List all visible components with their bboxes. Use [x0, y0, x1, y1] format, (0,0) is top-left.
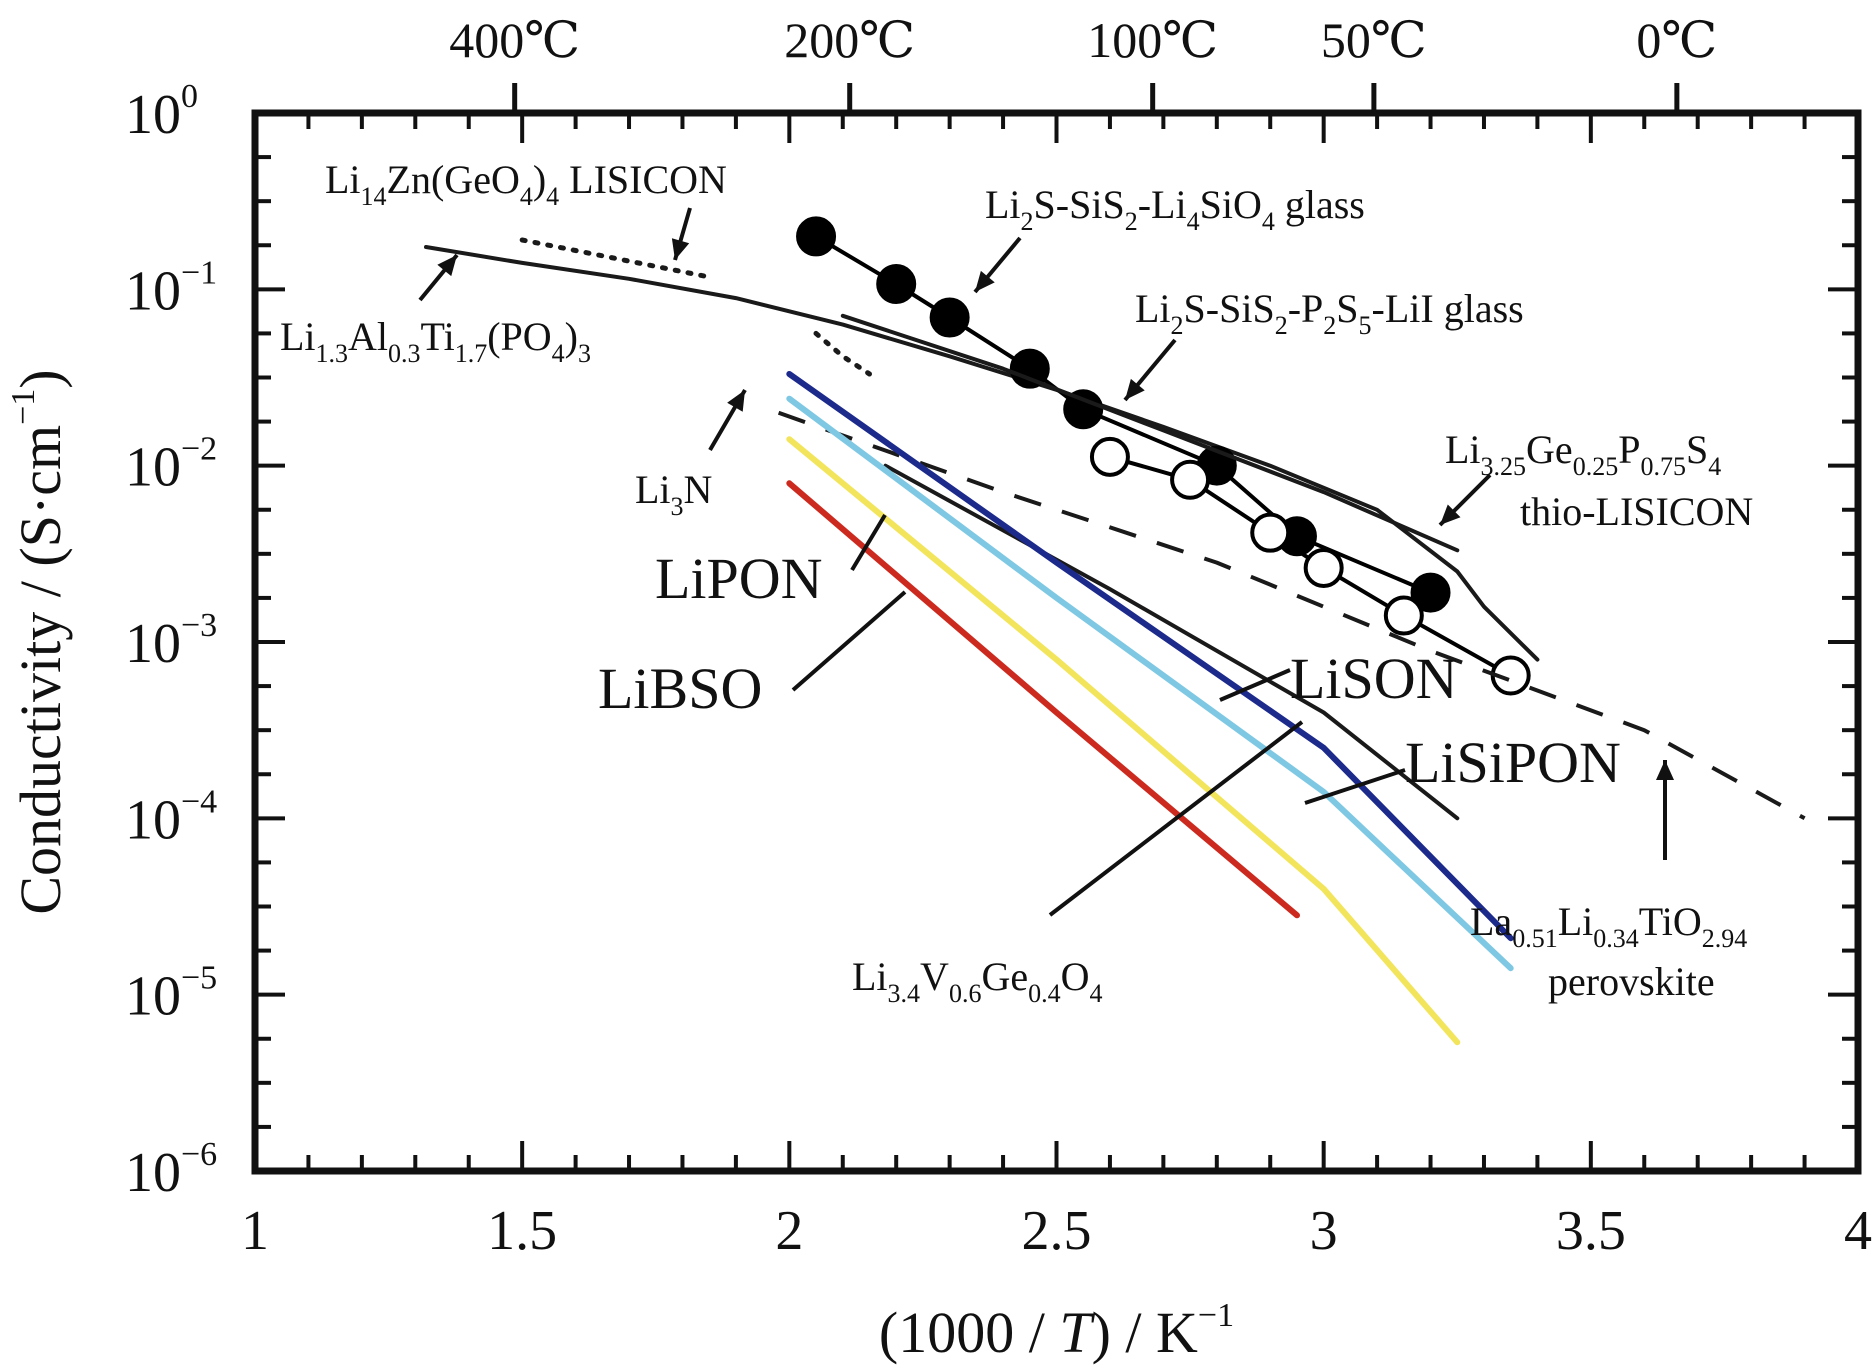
- data-point-li2s_sis2_li4sio4: [929, 297, 970, 338]
- arrow-li2s-lii-head: [1125, 378, 1145, 400]
- y-tick-label: 100: [125, 78, 198, 146]
- annotation-a_libso: LiBSO: [598, 656, 762, 721]
- arrow-li2s-li4sio4-head: [975, 270, 995, 292]
- annotation-a_thio: Li3.25Ge0.25P0.75S4: [1445, 427, 1721, 481]
- series-line-li3n: [813, 330, 872, 377]
- annotation-a_li2s_li4sio4: Li2S-SiS2-Li4SiO4 glass: [985, 182, 1365, 236]
- data-point-li2s_sis2_p2s5_lii: [1089, 436, 1130, 477]
- series-line-lisipon_black: [883, 463, 1460, 821]
- annotation-a_lvgo: Li3.4V0.6Ge0.4O4: [852, 954, 1102, 1008]
- axis-titles: (1000 / T) / K−1 Conductivity / (S·cm−1): [5, 369, 1234, 1365]
- x-tick-label: 3: [1310, 1200, 1338, 1262]
- top-axis-label: 0℃: [1636, 12, 1717, 68]
- annotation-a_lison: LiSON: [1290, 646, 1458, 711]
- y-tick-label: 10−3: [125, 607, 217, 675]
- top-axis-label: 100℃: [1087, 12, 1218, 68]
- leader-lipon: [850, 513, 887, 572]
- annotation-a_thio2: thio-LISICON: [1520, 489, 1753, 534]
- data-point-li2s_sis2_li4sio4: [1063, 389, 1104, 430]
- annotation-a_lipon: LiPON: [655, 546, 823, 611]
- top-axis-label: 400℃: [449, 12, 580, 68]
- arrow-latp-head: [437, 255, 457, 277]
- annotations: Li14Zn(GeO4)4 LISICON Li1.3Al0.3Ti1.7(PO4…: [280, 157, 1753, 1008]
- x-tick-label: 2: [775, 1200, 803, 1262]
- annotation-a_lisicon: Li14Zn(GeO4)4 LISICON: [325, 157, 727, 211]
- series-line-lipon_yellow: [786, 436, 1461, 1046]
- x-tick-label: 1: [241, 1200, 269, 1262]
- series-layer: [424, 216, 1806, 1046]
- leader-lisipon: [1304, 768, 1406, 805]
- data-point-li2s_sis2_li4sio4: [1009, 348, 1050, 389]
- series-line-libso_red: [786, 480, 1300, 919]
- series-line-perovskite: [777, 410, 1806, 821]
- arrow-thio-head: [1440, 504, 1461, 525]
- data-point-li2s_sis2_p2s5_lii: [1303, 547, 1344, 588]
- data-point-li2s_sis2_li4sio4: [796, 216, 837, 257]
- x-tick-label: 2.5: [1022, 1200, 1092, 1262]
- y-tick-label: 10−2: [125, 431, 217, 499]
- annotation-a_lisipon: LiSiPON: [1405, 730, 1621, 795]
- arrow-llto-head: [1656, 760, 1674, 780]
- leader-lvgo: [1048, 720, 1304, 917]
- axis-labels: 1 1.5 2 2.5 3 3.5 4 100 10−1 10−2 10−3 10−4 10−5 10−6…: [125, 12, 1872, 1262]
- y-axis-title: Conductivity / (S·cm−1): [5, 369, 73, 914]
- y-tick-label: 10−1: [125, 254, 217, 322]
- top-axis-label: 50℃: [1321, 12, 1427, 68]
- arrow-lisicon-head: [671, 238, 690, 260]
- y-tick-label: 10−5: [125, 960, 217, 1028]
- annotation-a_latp: Li1.3Al0.3Ti1.7(PO4)3: [280, 314, 591, 368]
- y-tick-label: 10−4: [125, 783, 217, 851]
- series-line-thio_lisicon: [840, 313, 1460, 553]
- data-point-li2s_sis2_p2s5_lii: [1170, 459, 1211, 500]
- x-tick-label: 3.5: [1556, 1200, 1626, 1262]
- arrow-li3n-head: [727, 390, 745, 412]
- x-tick-label: 1.5: [487, 1200, 557, 1262]
- top-axis-label: 200℃: [784, 12, 915, 68]
- annotation-a_llto: La0.51Li0.34TiO2.94: [1470, 899, 1747, 953]
- leader-libso: [791, 590, 907, 692]
- annotation-a_llto2: perovskite: [1548, 959, 1715, 1004]
- x-axis-title: (1000 / T) / K−1: [879, 1297, 1234, 1365]
- annotation-a_li2s_lii: Li2S-SiS2-P2S5-LiI glass: [1135, 286, 1524, 340]
- leader-lison: [1219, 668, 1291, 702]
- plot-frame: [251, 109, 1862, 1175]
- minor-ticks: [253, 111, 1860, 1173]
- x-tick-label: 4: [1844, 1200, 1872, 1262]
- data-point-li2s_sis2_li4sio4: [876, 264, 917, 305]
- data-point-li2s_sis2_p2s5_lii: [1250, 512, 1291, 553]
- y-tick-label: 10−6: [125, 1136, 217, 1204]
- data-point-li2s_sis2_p2s5_lii: [1383, 595, 1424, 636]
- series-line-lison_blue: [786, 371, 1514, 942]
- annotation-leaders: [418, 207, 1674, 917]
- data-point-li2s_sis2_li4sio4: [1410, 572, 1451, 613]
- series-line-lisicon: [519, 237, 712, 280]
- series-line-lisipon_cyan: [786, 395, 1514, 972]
- annotation-a_li3n: Li3N: [635, 467, 712, 521]
